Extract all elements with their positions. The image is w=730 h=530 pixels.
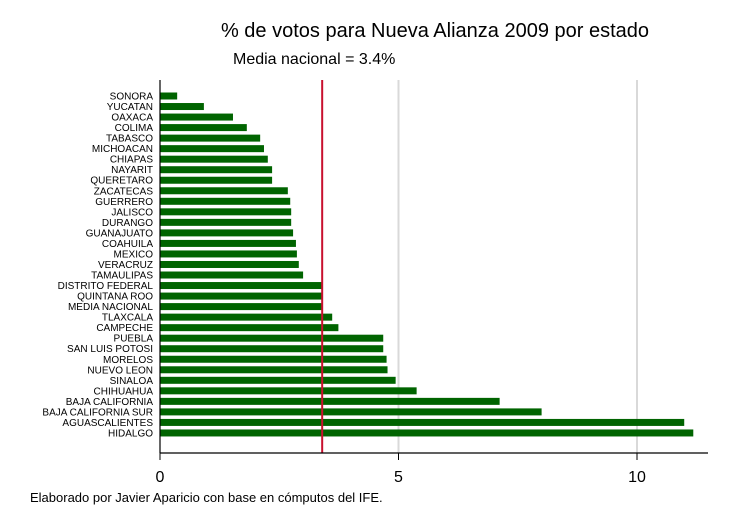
category-label: GUERRERO: [95, 197, 153, 208]
bar: [160, 303, 323, 311]
bar: [160, 271, 304, 279]
category-label: AGUASCALIENTES: [62, 418, 153, 429]
bar: [160, 260, 299, 268]
category-label: JALISCO: [111, 207, 153, 218]
x-tick-label: 10: [628, 469, 646, 486]
category-label: MEXICO: [114, 249, 154, 260]
category-label: TAMAULIPAS: [91, 271, 153, 282]
category-label: CAMPECHE: [96, 323, 153, 334]
bar: [160, 208, 292, 216]
category-label: MEDIA NACIONAL: [68, 302, 153, 313]
category-label: COLIMA: [115, 123, 154, 134]
bar: [160, 429, 694, 437]
bar: [160, 239, 296, 247]
category-label: DURANGO: [102, 218, 153, 229]
bar: [160, 229, 294, 237]
bar: [160, 408, 542, 416]
bar: [160, 187, 288, 195]
bar: [160, 155, 268, 163]
category-label: GUANAJUATO: [86, 228, 154, 239]
category-label: CHIAPAS: [110, 155, 153, 166]
bar: [160, 176, 273, 184]
bar: [160, 282, 323, 290]
category-label: TABASCO: [106, 134, 153, 145]
category-label: QUERETARO: [90, 176, 153, 187]
category-label: PUEBLA: [114, 334, 154, 345]
bar: [160, 145, 264, 153]
category-label: TLAXCALA: [102, 313, 153, 324]
category-label: MICHOACAN: [92, 144, 153, 155]
bar: [160, 92, 178, 100]
category-label: CHIHUAHUA: [94, 386, 154, 397]
category-label: SINALOA: [110, 376, 154, 387]
category-label: SAN LUIS POTOSI: [67, 344, 153, 355]
category-label: DISTRITO FEDERAL: [58, 281, 154, 292]
bar: [160, 418, 685, 426]
category-label: QUINTANA ROO: [77, 292, 153, 303]
bar: [160, 166, 273, 174]
x-tick-label: 5: [394, 469, 403, 486]
bar: [160, 103, 204, 111]
bar: [160, 292, 323, 300]
category-label: NAYARIT: [111, 165, 153, 176]
bar: [160, 134, 261, 142]
category-label: BAJA CALIFORNIA SUR: [42, 407, 153, 418]
bar: [160, 366, 388, 374]
category-label: ZACATECAS: [94, 186, 154, 197]
bar: [160, 113, 233, 121]
bar: [160, 313, 333, 321]
bar: [160, 124, 247, 132]
bar: [160, 197, 291, 205]
category-label: NUEVO LEON: [87, 365, 153, 376]
chart-footer: Elaborado por Javier Aparicio con base e…: [30, 490, 383, 505]
category-label: HIDALGO: [108, 428, 153, 439]
bar: [160, 324, 339, 332]
category-label: YUCATAN: [107, 102, 153, 113]
bar: [160, 387, 417, 395]
chart-title: % de votos para Nueva Alianza 2009 por e…: [220, 20, 650, 42]
chart-subtitle: Media nacional = 3.4%: [233, 51, 396, 68]
category-label: COAHUILA: [102, 239, 153, 250]
bar: [160, 355, 387, 363]
category-label: OAXACA: [111, 113, 153, 124]
bar: [160, 250, 297, 258]
bar: [160, 334, 384, 342]
category-label: MORELOS: [103, 355, 153, 366]
category-label: BAJA CALIFORNIA: [66, 397, 154, 408]
category-label: SONORA: [110, 92, 154, 103]
x-tick-label: 0: [156, 469, 165, 486]
bar: [160, 345, 384, 353]
bar: [160, 218, 292, 226]
bar: [160, 376, 396, 384]
bar: [160, 397, 500, 405]
category-label: VERACRUZ: [98, 260, 153, 271]
